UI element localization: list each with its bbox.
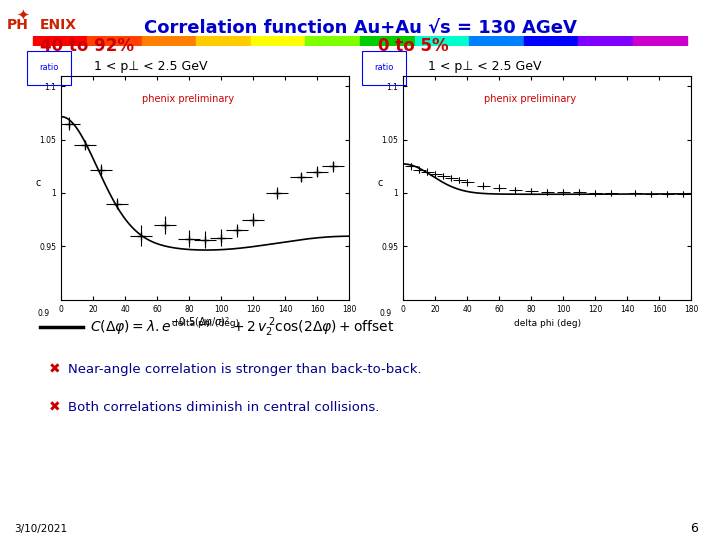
Bar [633, 36, 688, 46]
Text: 0.9: 0.9 [37, 309, 50, 318]
Bar [251, 36, 305, 46]
Bar [87, 36, 142, 46]
Text: 3/10/2021: 3/10/2021 [14, 524, 68, 534]
Bar [415, 36, 469, 46]
Text: ratio: ratio [40, 63, 59, 72]
Text: ✦: ✦ [17, 8, 29, 23]
Bar [523, 36, 578, 46]
Text: Correlation function Au+Au √s = 130 AGeV: Correlation function Au+Au √s = 130 AGeV [143, 19, 577, 37]
Text: ENIX: ENIX [40, 18, 77, 32]
Text: phenix preliminary: phenix preliminary [484, 94, 576, 105]
Bar [142, 36, 197, 46]
Text: 0.9: 0.9 [379, 309, 392, 318]
X-axis label: delta phi (deg): delta phi (deg) [171, 319, 239, 328]
Text: 0 to 5%: 0 to 5% [378, 37, 449, 55]
Text: 6: 6 [690, 522, 698, 535]
Text: 1 < p⊥ < 2.5 GeV: 1 < p⊥ < 2.5 GeV [94, 60, 207, 73]
Text: 40 to 92%: 40 to 92% [40, 37, 134, 55]
Text: PH: PH [7, 18, 29, 32]
Text: $C(\Delta\varphi) = \lambda.e^{-0.5(\Delta\varphi/\sigma)^2} + 2\, v_2^{\,2}\cos: $C(\Delta\varphi) = \lambda.e^{-0.5(\Del… [90, 315, 395, 338]
Text: ✖: ✖ [49, 363, 60, 377]
Bar [360, 36, 415, 46]
Text: Near-angle correlation is stronger than back-to-back.: Near-angle correlation is stronger than … [68, 363, 422, 376]
Bar [197, 36, 251, 46]
Bar [469, 36, 523, 46]
Text: phenix preliminary: phenix preliminary [142, 94, 234, 105]
Bar [305, 36, 360, 46]
X-axis label: delta phi (deg): delta phi (deg) [513, 319, 581, 328]
Text: 1 < p⊥ < 2.5 GeV: 1 < p⊥ < 2.5 GeV [428, 60, 542, 73]
Y-axis label: c: c [377, 178, 382, 187]
Text: ✖: ✖ [49, 401, 60, 415]
Text: Both correlations diminish in central collisions.: Both correlations diminish in central co… [68, 401, 379, 414]
Y-axis label: c: c [35, 178, 40, 187]
Bar [32, 36, 87, 46]
Text: ratio: ratio [374, 63, 394, 72]
Bar [578, 36, 633, 46]
